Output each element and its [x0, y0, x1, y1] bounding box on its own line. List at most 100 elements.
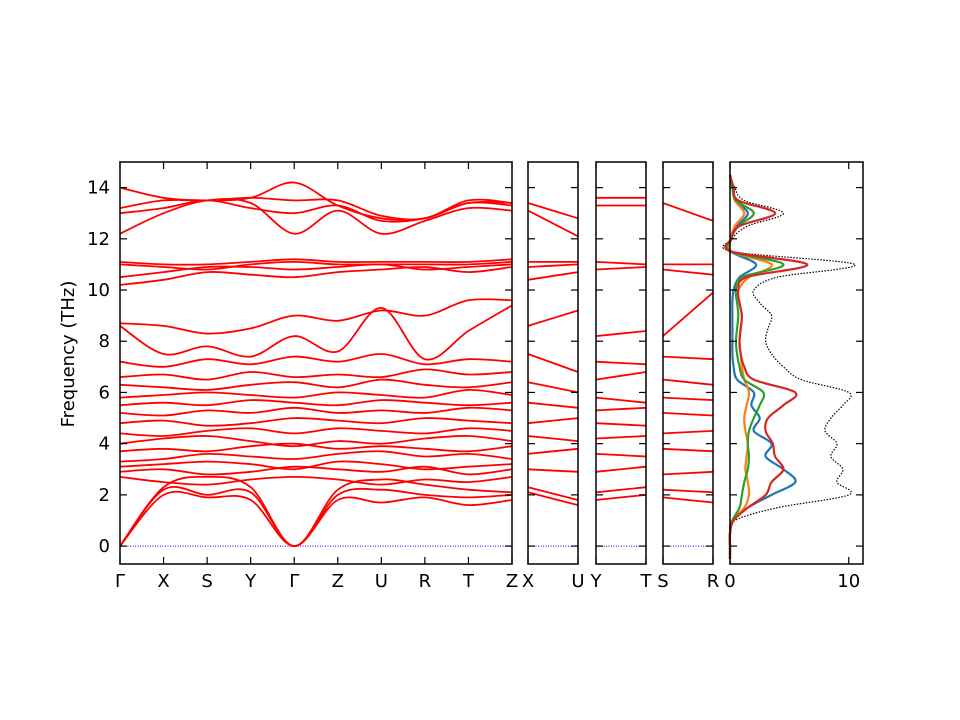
phonon-band [595, 486, 647, 494]
phonon-band [119, 460, 513, 471]
phonon-band [662, 412, 714, 417]
phonon-band [662, 470, 714, 476]
dos-x-tick-label: 10 [837, 571, 860, 592]
x-tick-label: Z [506, 571, 518, 592]
dos-frame [729, 161, 864, 565]
phonon-band [595, 406, 647, 412]
x-tick-label: X [157, 571, 169, 592]
y-tick-label: 12 [87, 229, 110, 250]
phonon-band [527, 401, 579, 409]
y-tick-label: 10 [87, 280, 110, 301]
phonon-band [119, 181, 513, 221]
phonon-band [527, 468, 579, 473]
phonon-band [119, 378, 513, 391]
phonon-band [119, 427, 513, 437]
phonon-band [662, 396, 714, 401]
panel-frame [119, 161, 513, 565]
phonon-band [527, 271, 579, 281]
phonon-band [595, 371, 647, 381]
x-tick-label: U [375, 571, 388, 592]
x-tick-label: S [201, 571, 212, 592]
phonon-band [595, 396, 647, 404]
phonon-band [662, 430, 714, 435]
phonon-band [119, 490, 513, 548]
phonon-band [119, 485, 513, 548]
y-tick-label: 2 [99, 485, 110, 506]
phonon-band [119, 442, 513, 453]
phonon-band [527, 353, 579, 373]
phonon-band [662, 202, 714, 222]
y-tick-label: 0 [99, 536, 110, 557]
phonon-band [119, 417, 513, 427]
phonon-band [595, 422, 647, 427]
phonon-band [527, 491, 579, 506]
phonon-band [595, 266, 647, 271]
phonon-band [119, 399, 513, 407]
phonon-band [595, 453, 647, 458]
phonon-band [119, 258, 513, 266]
y-tick-label: 14 [87, 178, 110, 199]
dos-x-tick-label: 0 [724, 571, 735, 592]
phonon-band [662, 355, 714, 361]
phonon-band [119, 304, 513, 361]
panel-frame [527, 161, 579, 565]
phonon-band [595, 330, 647, 337]
x-tick-label: Γ [115, 571, 125, 592]
phonon-band [662, 447, 714, 453]
phonon-band [119, 475, 513, 486]
x-tick-label: R [419, 571, 432, 592]
phonon-band [119, 465, 513, 476]
x-tick-label: Γ [289, 571, 299, 592]
dos-panel: 0 10 [722, 161, 864, 592]
phonon-band [119, 260, 513, 271]
phonon-band [119, 450, 513, 463]
phonon-band [662, 496, 714, 504]
y-axis: 0 2 4 6 8 10 12 14 [87, 178, 110, 557]
phonon-band [595, 465, 647, 473]
phonon-band [595, 494, 647, 501]
phonon-band [119, 435, 513, 448]
phonon-band [119, 388, 513, 399]
phonon-band [662, 488, 714, 494]
x-tick-label: R [707, 571, 720, 592]
phonon-band [662, 291, 714, 337]
y-tick-label: 4 [99, 434, 110, 455]
x-tick-label: Z [332, 571, 344, 592]
x-tick-label: Y [590, 571, 603, 592]
panel-frame [595, 161, 647, 565]
phonon-band [119, 406, 513, 417]
phonon-band [662, 268, 714, 276]
phonon-band [527, 486, 579, 501]
x-tick-label: U [571, 571, 584, 592]
y-tick-label: 8 [99, 331, 110, 352]
x-tick-label: Y [244, 571, 257, 592]
phonon-band [119, 298, 513, 335]
phonon-band [527, 209, 579, 238]
phonon-band [119, 266, 513, 286]
phonon-band [119, 198, 513, 235]
y-axis-title: Frequency (THz) [58, 281, 79, 428]
phonon-band [119, 368, 513, 381]
phonon-band [595, 435, 647, 440]
x-tick-label: T [640, 571, 653, 592]
panel-frame [662, 161, 714, 565]
x-tick-label: S [657, 571, 668, 592]
phonon-band [119, 353, 513, 368]
x-tick-label: T [462, 571, 475, 592]
phonon-band [527, 381, 579, 394]
phonon-band [527, 435, 579, 442]
phonon-band [527, 417, 579, 425]
phonon-band [595, 261, 647, 266]
phonon-band [527, 309, 579, 327]
phonon-band [662, 378, 714, 386]
phonon-band [527, 263, 579, 268]
x-tick-label: X [522, 571, 534, 592]
phonon-band [527, 202, 579, 220]
y-tick-label: 6 [99, 382, 110, 403]
phonon-band [595, 360, 647, 366]
